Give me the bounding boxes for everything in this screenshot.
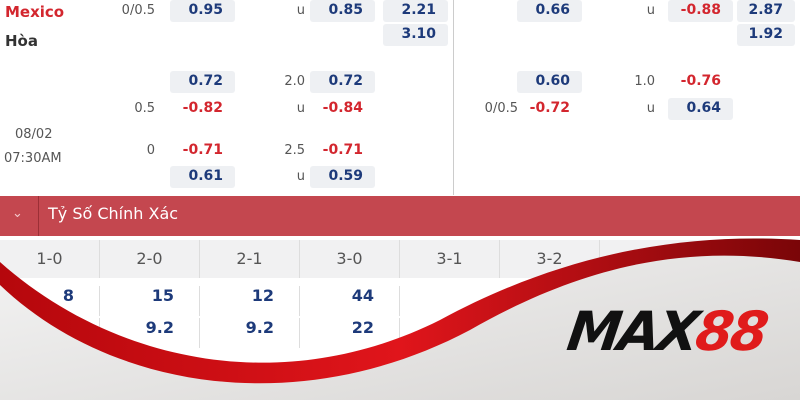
score-odds[interactable]: 15	[100, 286, 200, 316]
odds-cell[interactable]: 0.61	[170, 166, 235, 188]
ou-label: 2.0	[284, 74, 305, 89]
ou-label: u	[646, 101, 655, 116]
section-header[interactable]: ⌄ Tỷ Số Chính Xác	[0, 196, 800, 236]
ou-label: 1.0	[634, 74, 655, 89]
bar-divider	[38, 196, 39, 236]
team-name: Mexico	[5, 3, 65, 21]
odds-cell[interactable]: 2.21	[383, 0, 448, 22]
odds-cell[interactable]: 0.72	[170, 71, 235, 93]
match-date: 08/02	[15, 127, 53, 142]
odds-cell[interactable]: 3.10	[383, 24, 448, 46]
score-header: 1-0	[0, 240, 100, 278]
match-time: 07:30AM	[4, 151, 62, 166]
odds-cell[interactable]: 0.64	[668, 98, 733, 120]
score-odds[interactable]: 12	[200, 286, 300, 316]
odds-cell[interactable]: -0.71	[322, 142, 363, 158]
score-odds[interactable]: 9.2	[100, 318, 200, 348]
odds-cell[interactable]: 0.72	[310, 71, 375, 93]
ou-label: 2.5	[284, 143, 305, 158]
odds-cell[interactable]: 1.92	[737, 24, 795, 46]
max88-logo: MAX88	[563, 300, 770, 363]
odds-cell[interactable]: -0.88	[668, 0, 733, 22]
odds-cell[interactable]: -0.76	[680, 73, 721, 89]
chevron-down-icon[interactable]: ⌄	[12, 206, 23, 221]
score-odds[interactable]: 44	[300, 286, 400, 316]
score-odds[interactable]: 9.2	[200, 318, 300, 348]
odds-cell[interactable]: 0.66	[517, 0, 582, 22]
odds-cell[interactable]: 0.95	[170, 0, 235, 22]
ou-label: u	[296, 169, 305, 184]
section-title: Tỷ Số Chính Xác	[48, 204, 179, 223]
odds-cell[interactable]: -0.84	[322, 100, 363, 116]
odds-cell[interactable]: 0.60	[517, 71, 582, 93]
odds-cell[interactable]: -0.71	[182, 142, 223, 158]
odds-cell[interactable]: -0.72	[529, 100, 570, 116]
score-odds[interactable]: 22	[300, 318, 400, 348]
score-header: 3-0	[300, 240, 400, 278]
ou-label: u	[296, 101, 305, 116]
panel-divider	[453, 0, 454, 195]
draw-label: Hòa	[5, 32, 38, 50]
odds-cell[interactable]: -0.82	[182, 100, 223, 116]
odds-cell[interactable]: 2.87	[737, 0, 795, 22]
ou-label: u	[296, 3, 305, 18]
handicap-line: 0	[146, 143, 155, 158]
odds-cell[interactable]: 0.59	[310, 166, 375, 188]
score-header: 2-0	[100, 240, 200, 278]
handicap-line: 0/0.5	[484, 101, 518, 116]
handicap-line: 0/0.5	[121, 3, 155, 18]
ou-label: u	[646, 3, 655, 18]
score-header: 3-1	[400, 240, 500, 278]
score-header: 2-1	[200, 240, 300, 278]
odds-cell[interactable]: 0.85	[310, 0, 375, 22]
handicap-line: 0.5	[134, 101, 155, 116]
score-odds[interactable]: 8	[0, 286, 100, 316]
